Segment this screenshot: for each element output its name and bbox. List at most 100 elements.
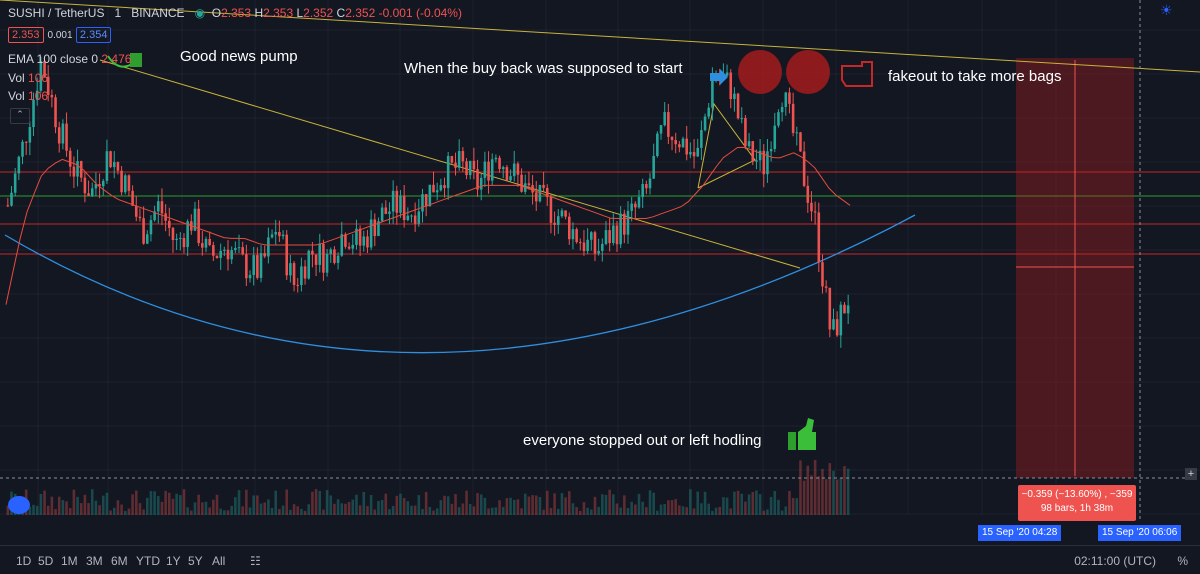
candle-body: [465, 161, 468, 176]
volume-bar: [153, 491, 156, 515]
candle-body: [120, 170, 123, 193]
candle-body: [681, 138, 685, 148]
candle-body: [223, 249, 226, 251]
volume-bar: [810, 475, 813, 515]
volume-bar: [479, 494, 483, 515]
candle-body: [68, 150, 72, 167]
ema-line[interactable]: [5, 146, 851, 305]
volume-bar: [325, 490, 329, 515]
vol-legend-1[interactable]: Vol 106: [8, 71, 48, 85]
candle-body: [505, 167, 509, 181]
candle-body: [832, 319, 835, 330]
price-chart[interactable]: 15:0016:0017:0018:0019:0020:0021:0022:00…: [0, 0, 1200, 541]
volume-bar: [523, 493, 527, 515]
candle-body: [296, 284, 300, 286]
ask-button[interactable]: 2.354: [75, 27, 112, 43]
range-6m[interactable]: 6M: [111, 554, 128, 568]
volume-bar: [542, 509, 545, 515]
candle-body: [116, 162, 120, 171]
bottom-toolbar: 1D 5D 1M 3M 6M YTD 1Y 5Y All ☷ 02:11:00 …: [0, 545, 1200, 574]
candle-body: [131, 190, 134, 206]
light-mode-icon[interactable]: ☀: [1160, 2, 1173, 18]
volume-bar: [197, 494, 200, 515]
range-3m[interactable]: 3M: [86, 554, 103, 568]
annotation-fakeout[interactable]: fakeout to take more bags: [888, 68, 1062, 85]
candle-body: [336, 255, 340, 263]
candle-body: [248, 274, 252, 279]
collapse-legend-button[interactable]: ⌃: [10, 108, 30, 124]
volume-bar: [424, 491, 428, 515]
range-1y[interactable]: 1Y: [166, 554, 181, 568]
percent-toggle[interactable]: %: [1177, 554, 1188, 568]
candle-body: [72, 166, 76, 177]
candle-body: [498, 157, 501, 170]
candle-body: [76, 161, 79, 177]
volume-bar: [366, 506, 369, 515]
range-5y[interactable]: 5Y: [188, 554, 203, 568]
range-5d[interactable]: 5D: [38, 554, 54, 568]
volume-bar: [538, 496, 542, 515]
candle-body: [432, 184, 435, 193]
range-1d[interactable]: 1D: [16, 554, 32, 568]
annotation-buy-back[interactable]: When the buy back was supposed to start: [404, 60, 683, 77]
range-ytd[interactable]: YTD: [136, 554, 160, 568]
trendline-down[interactable]: [99, 59, 801, 269]
volume-bar: [692, 508, 696, 515]
bid-ask-row: 2.353 0.001 2.354: [8, 27, 115, 43]
volume-bar: [160, 501, 164, 515]
range-all[interactable]: All: [212, 554, 226, 568]
symbol-name[interactable]: SUSHI / TetherUS: [8, 6, 105, 20]
candle-body: [685, 138, 688, 155]
candle-body: [446, 156, 450, 189]
bid-button[interactable]: 2.353: [8, 27, 44, 43]
candle-body: [300, 266, 303, 285]
volume-bar: [615, 503, 619, 515]
volume-bar: [483, 497, 487, 515]
candle-body: [560, 210, 564, 217]
trendline-top[interactable]: [0, 0, 1200, 73]
candle-body: [806, 185, 810, 203]
volume-bar: [788, 491, 791, 515]
candle-body: [784, 92, 788, 107]
candle-body: [256, 255, 259, 278]
candle-body: [373, 219, 377, 237]
candle-body: [57, 127, 61, 144]
volume-bar: [667, 500, 670, 515]
volume-bar: [237, 490, 241, 515]
rounding-bottom-curve[interactable]: [4, 214, 916, 354]
volume-bar: [608, 489, 611, 515]
candle-body: [267, 237, 270, 257]
timezone[interactable]: 02:11:00 (UTC): [1074, 554, 1156, 568]
candle-body: [138, 216, 142, 219]
candle-body: [663, 112, 666, 126]
measure-end-date: 15 Sep '20 06:06: [1098, 525, 1182, 541]
volume-bar: [619, 507, 622, 515]
candle-body: [608, 230, 611, 244]
candle-body: [777, 112, 780, 126]
range-1m[interactable]: 1M: [61, 554, 78, 568]
vol-legend-2[interactable]: Vol 106: [8, 89, 48, 103]
volume-bar: [516, 499, 520, 515]
goto-date-icon[interactable]: ☷: [250, 554, 261, 568]
candle-body: [659, 125, 663, 134]
volume-bar: [604, 494, 608, 515]
volume-bar: [652, 492, 655, 515]
candle-body: [219, 250, 222, 258]
volume-bar: [219, 508, 222, 515]
annotation-good-news[interactable]: Good news pump: [180, 48, 298, 65]
candle-body: [252, 255, 255, 275]
ema-legend[interactable]: EMA 100 close 0 2.476: [8, 52, 131, 66]
add-icon[interactable]: +: [1185, 468, 1197, 480]
volume-bar: [145, 497, 149, 515]
volume-bar: [446, 496, 450, 515]
wedge-pattern[interactable]: [697, 102, 756, 189]
ema-label: EMA 100 close 0: [8, 52, 99, 66]
volume-bar: [373, 509, 377, 515]
low-value: 2.352: [303, 6, 334, 20]
volume-bar: [813, 459, 817, 515]
annotation-stopped-out[interactable]: everyone stopped out or left hodling: [523, 432, 762, 449]
volume-bar: [270, 507, 274, 515]
volume-bar: [329, 495, 333, 515]
candle-body: [179, 237, 182, 239]
interval[interactable]: 1: [114, 6, 122, 20]
